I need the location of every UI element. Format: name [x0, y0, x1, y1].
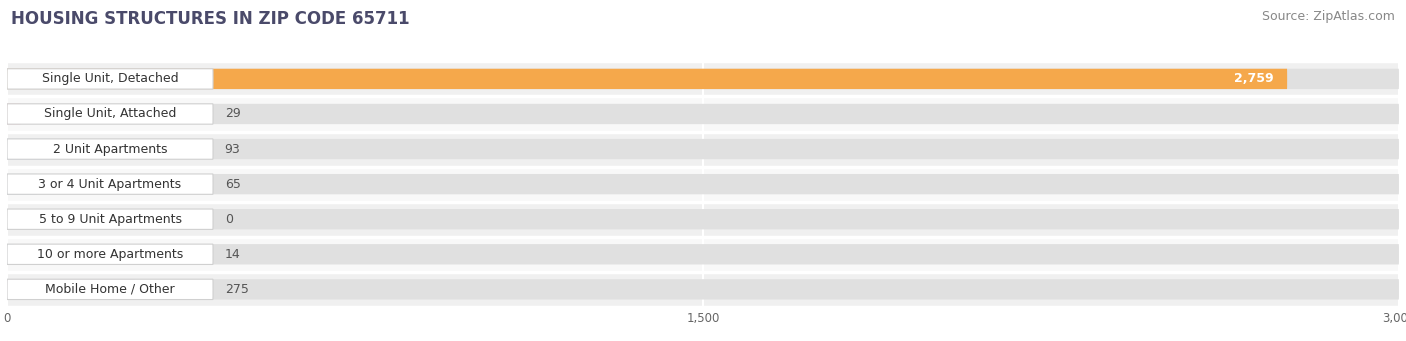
FancyBboxPatch shape — [7, 104, 214, 124]
Text: 275: 275 — [225, 283, 249, 296]
FancyBboxPatch shape — [7, 244, 14, 265]
Text: 5 to 9 Unit Apartments: 5 to 9 Unit Apartments — [38, 213, 181, 226]
Bar — [7, 132, 1399, 167]
FancyBboxPatch shape — [7, 279, 214, 299]
Text: 10 or more Apartments: 10 or more Apartments — [37, 248, 183, 261]
FancyBboxPatch shape — [7, 279, 1399, 299]
Text: Single Unit, Attached: Single Unit, Attached — [44, 107, 176, 120]
FancyBboxPatch shape — [7, 244, 214, 265]
FancyBboxPatch shape — [7, 69, 214, 89]
FancyBboxPatch shape — [7, 174, 37, 194]
FancyBboxPatch shape — [7, 69, 1286, 89]
Text: 2,759: 2,759 — [1233, 72, 1274, 85]
FancyBboxPatch shape — [7, 139, 214, 159]
Bar — [7, 202, 1399, 237]
FancyBboxPatch shape — [7, 209, 214, 229]
Text: 93: 93 — [225, 143, 240, 155]
FancyBboxPatch shape — [7, 104, 21, 124]
Text: 14: 14 — [225, 248, 240, 261]
Bar — [7, 97, 1399, 132]
Text: 2 Unit Apartments: 2 Unit Apartments — [53, 143, 167, 155]
Text: Mobile Home / Other: Mobile Home / Other — [45, 283, 174, 296]
FancyBboxPatch shape — [7, 174, 214, 194]
FancyBboxPatch shape — [7, 209, 1399, 229]
FancyBboxPatch shape — [7, 279, 135, 299]
Bar — [7, 272, 1399, 307]
Text: 3 or 4 Unit Apartments: 3 or 4 Unit Apartments — [38, 178, 181, 191]
FancyBboxPatch shape — [7, 69, 1399, 89]
Bar — [7, 61, 1399, 97]
Text: 65: 65 — [225, 178, 240, 191]
Text: 29: 29 — [225, 107, 240, 120]
FancyBboxPatch shape — [7, 174, 1399, 194]
Bar — [7, 167, 1399, 202]
Text: 0: 0 — [225, 213, 232, 226]
FancyBboxPatch shape — [7, 104, 1399, 124]
Text: Single Unit, Detached: Single Unit, Detached — [42, 72, 179, 85]
Bar — [7, 237, 1399, 272]
Text: Source: ZipAtlas.com: Source: ZipAtlas.com — [1261, 10, 1395, 23]
FancyBboxPatch shape — [7, 139, 1399, 159]
FancyBboxPatch shape — [7, 244, 1399, 265]
FancyBboxPatch shape — [7, 139, 51, 159]
Text: HOUSING STRUCTURES IN ZIP CODE 65711: HOUSING STRUCTURES IN ZIP CODE 65711 — [11, 10, 411, 28]
